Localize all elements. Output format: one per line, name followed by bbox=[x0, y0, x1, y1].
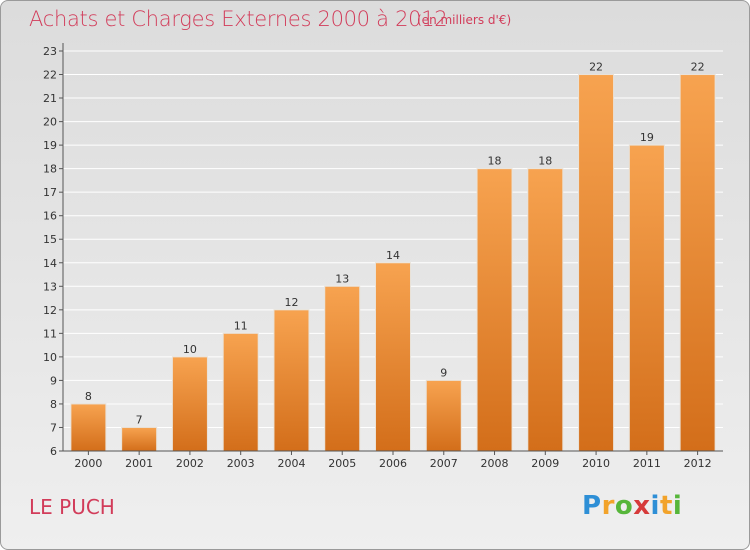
x-tick-label: 2001 bbox=[125, 457, 153, 470]
y-tick-label: 6 bbox=[50, 445, 57, 458]
logo-letter: t bbox=[659, 491, 673, 521]
x-tick-label: 2006 bbox=[379, 457, 407, 470]
x-tick-label: 2004 bbox=[277, 457, 305, 470]
commune-name: LE PUCH bbox=[29, 495, 115, 519]
y-tick-label: 21 bbox=[43, 92, 57, 105]
data-label-2006: 14 bbox=[386, 249, 400, 262]
axes: 6 7 8 9 10 11 12 13 14 15 16 17 18 19 20 21 22 23 bbox=[43, 43, 723, 458]
logo-letter: r bbox=[601, 491, 615, 521]
bars bbox=[70, 74, 716, 452]
logo-letter: i bbox=[650, 491, 660, 521]
y-tick-label: 10 bbox=[43, 351, 57, 364]
x-tick-label: 2002 bbox=[176, 457, 204, 470]
y-tick-label: 15 bbox=[43, 233, 57, 246]
bar-2001 bbox=[121, 426, 158, 452]
bar-2010 bbox=[578, 74, 615, 452]
y-tick-label: 23 bbox=[43, 45, 57, 58]
data-label-2012: 22 bbox=[691, 61, 705, 74]
y-tick-label: 12 bbox=[43, 304, 57, 317]
y-tick-label: 20 bbox=[43, 116, 57, 129]
x-tick-label: 2011 bbox=[633, 457, 661, 470]
data-label-2003: 11 bbox=[234, 319, 248, 332]
data-label-2010: 22 bbox=[589, 61, 603, 74]
data-label-2005: 13 bbox=[335, 272, 349, 285]
data-label-2002: 10 bbox=[183, 343, 197, 356]
logo-letter: x bbox=[633, 491, 651, 521]
bar-2000 bbox=[70, 403, 107, 452]
x-tick-label: 2007 bbox=[430, 457, 458, 470]
bar-2011 bbox=[628, 144, 665, 452]
x-tick-label: 2010 bbox=[582, 457, 610, 470]
x-tick-label: 2003 bbox=[227, 457, 255, 470]
data-label-2009: 18 bbox=[538, 155, 552, 168]
y-tick-label: 16 bbox=[43, 210, 57, 223]
bar-2007 bbox=[425, 379, 462, 452]
x-tick-label: 2005 bbox=[328, 457, 356, 470]
bar-2003 bbox=[222, 332, 259, 452]
bar-2002 bbox=[171, 356, 208, 452]
y-tick-label: 7 bbox=[50, 421, 57, 434]
chart-subtitle: (en milliers d'€) bbox=[417, 13, 512, 27]
y-tick-label: 9 bbox=[50, 374, 57, 387]
proxiti-logo: Proxiti bbox=[582, 491, 682, 521]
data-label-2000: 8 bbox=[85, 390, 92, 403]
x-tick-label: 2000 bbox=[74, 457, 102, 470]
logo-letter: o bbox=[614, 491, 634, 521]
logo-letter: P bbox=[582, 491, 602, 521]
data-label-2007: 9 bbox=[440, 366, 447, 379]
bar-2012 bbox=[679, 74, 716, 452]
x-tick-label: 2012 bbox=[684, 457, 712, 470]
bar-2009 bbox=[527, 168, 564, 452]
y-tick-label: 19 bbox=[43, 139, 57, 152]
bar-2004 bbox=[273, 309, 310, 452]
x-tick-label: 2009 bbox=[531, 457, 559, 470]
bar-2005 bbox=[324, 285, 361, 452]
data-label-2001: 7 bbox=[136, 413, 143, 426]
y-tick-label: 22 bbox=[43, 69, 57, 82]
labels: 8 2000 7 2001 10 2002 11 2003 12 2004 13 2005 14 2006… bbox=[74, 61, 711, 470]
data-label-2011: 19 bbox=[640, 131, 654, 144]
y-tick-label: 14 bbox=[43, 257, 57, 270]
y-tick-label: 17 bbox=[43, 186, 57, 199]
logo-letter: i bbox=[672, 491, 683, 521]
y-tick-label: 18 bbox=[43, 163, 57, 176]
y-tick-label: 13 bbox=[43, 280, 57, 293]
data-label-2008: 18 bbox=[488, 155, 502, 168]
y-tick-label: 8 bbox=[50, 398, 57, 411]
data-label-2004: 12 bbox=[284, 296, 298, 309]
x-tick-label: 2008 bbox=[481, 457, 509, 470]
bar-2006 bbox=[375, 262, 411, 452]
chart-title: Achats et Charges Externes 2000 à 2012 bbox=[29, 7, 448, 31]
y-tick-label: 11 bbox=[43, 327, 57, 340]
bar-2008 bbox=[476, 168, 513, 452]
